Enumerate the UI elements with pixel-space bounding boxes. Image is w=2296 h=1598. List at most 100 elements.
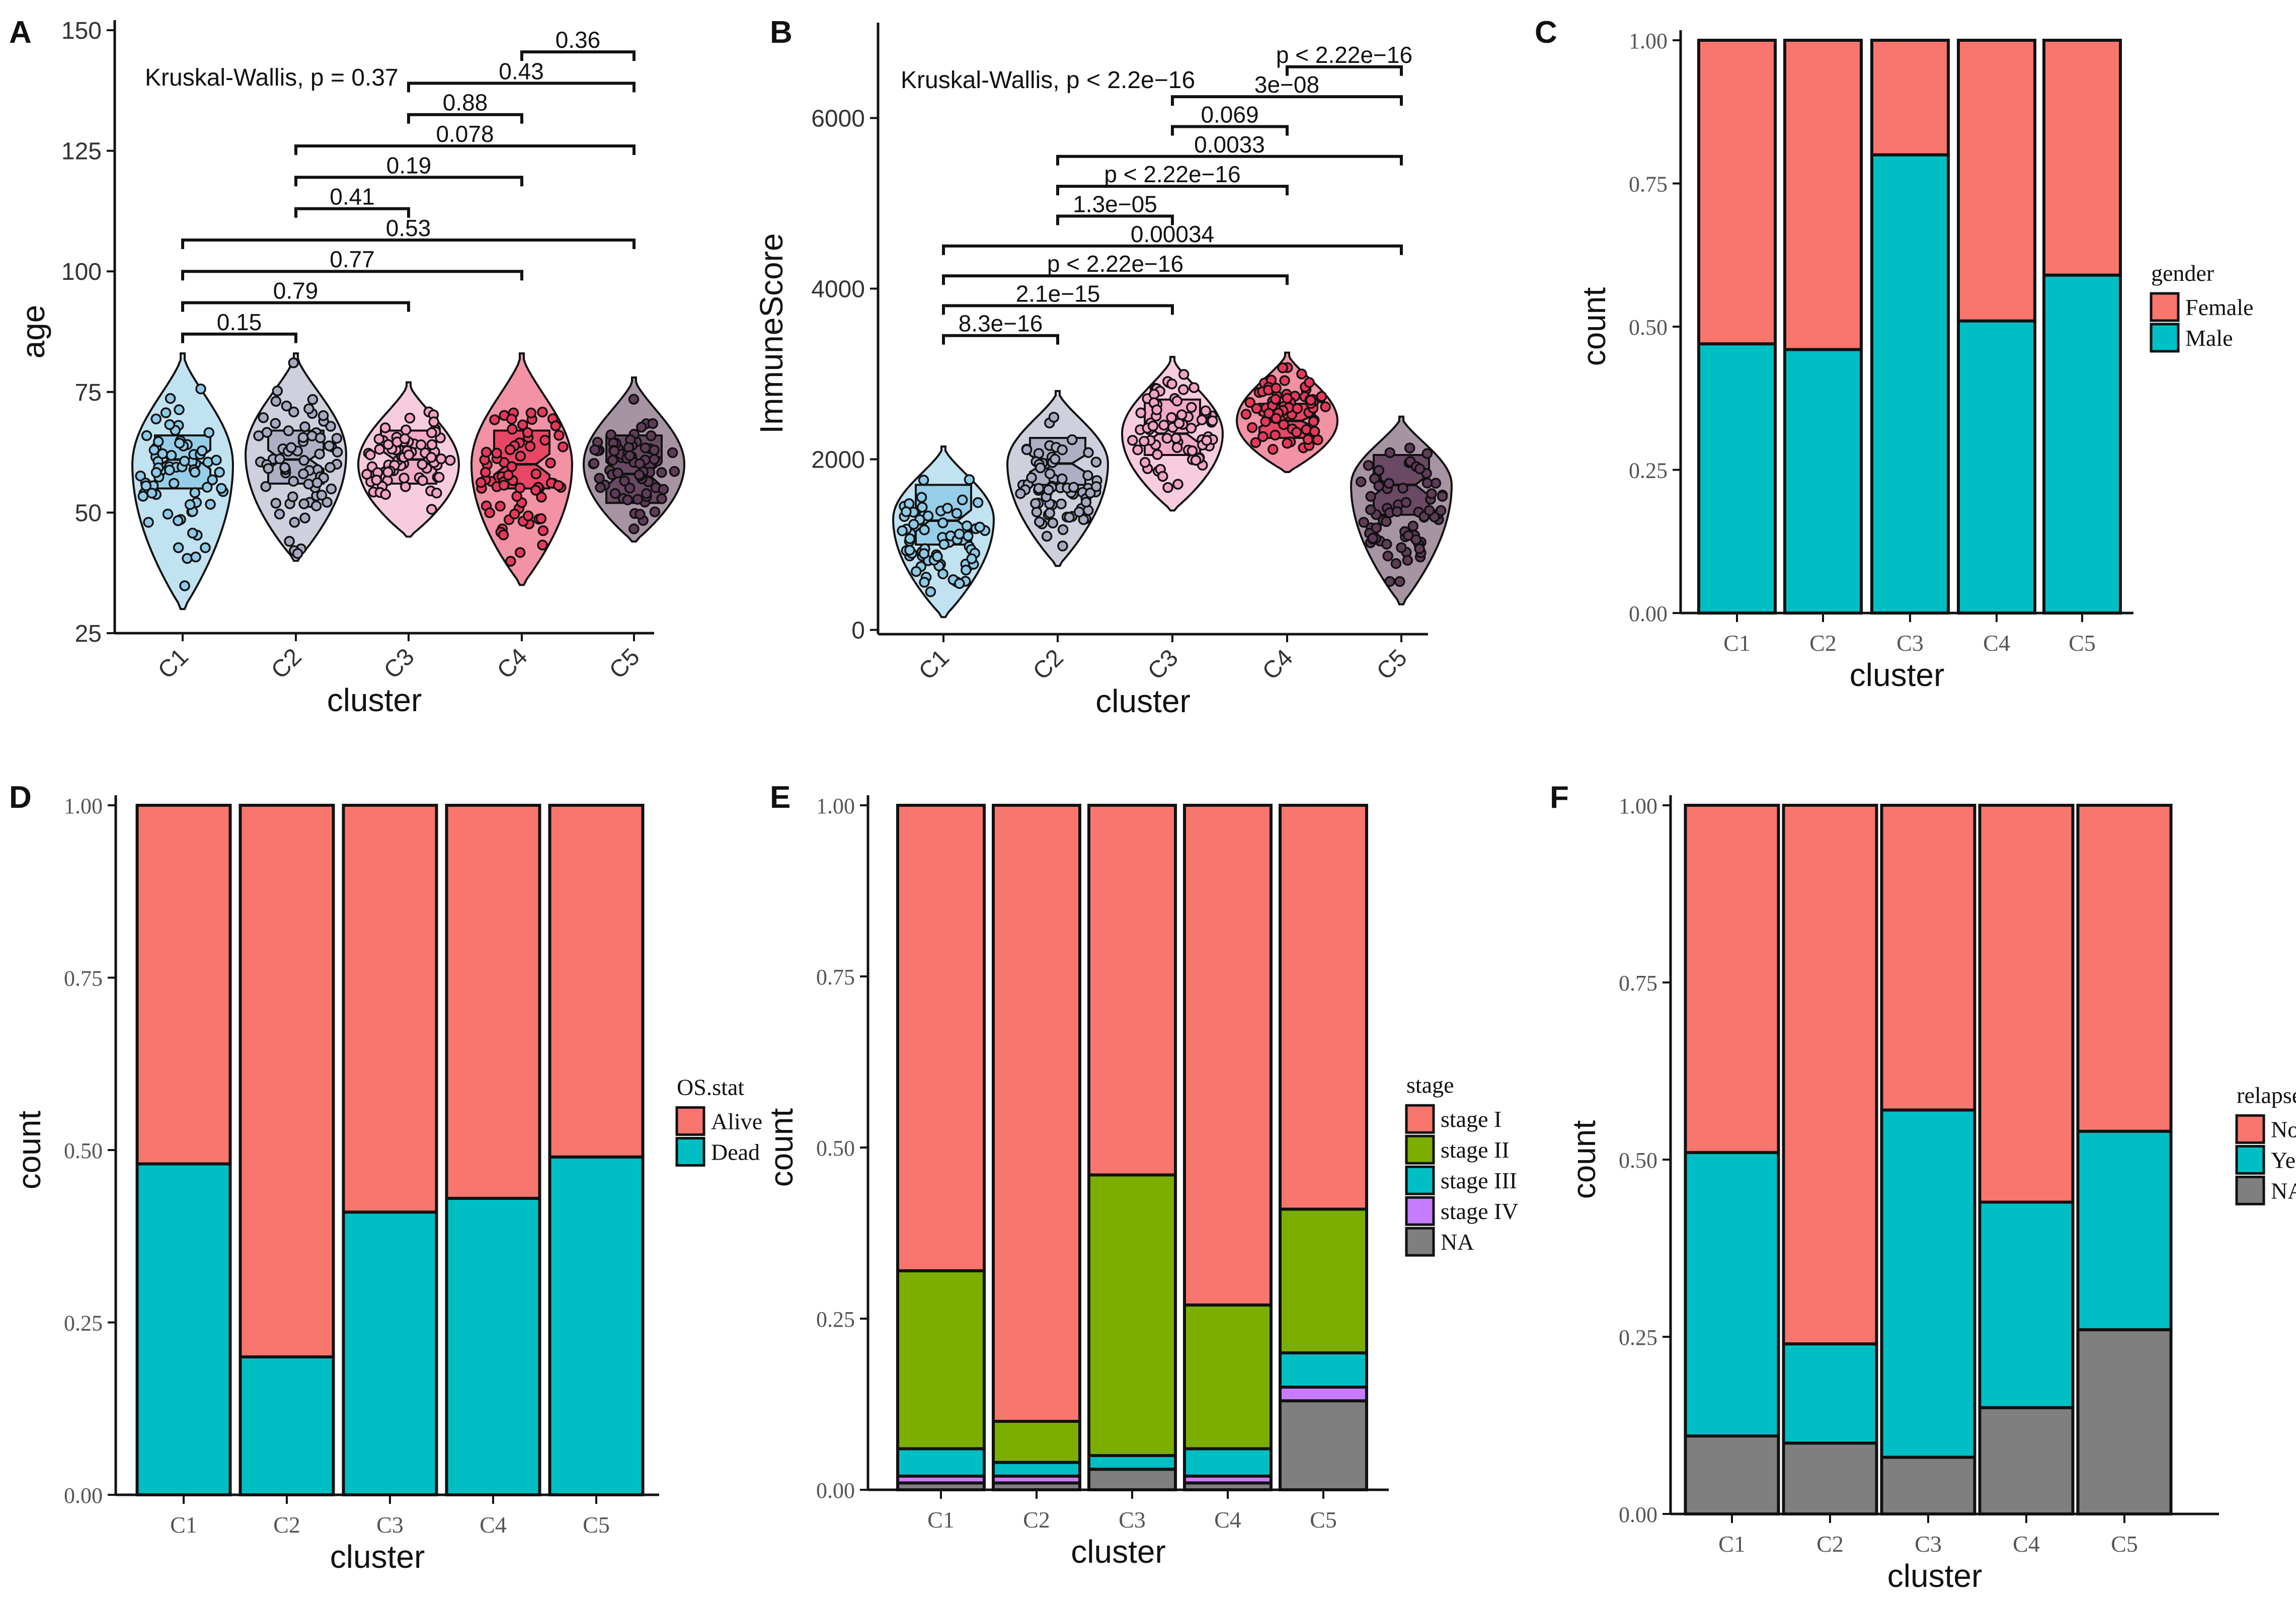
panel-c-legend-swatch-female <box>2150 292 2180 322</box>
panel-d-y-axis-title: count <box>11 1111 47 1190</box>
panel-a-point <box>143 516 154 528</box>
panel-c-bar-C1-male <box>1697 342 1777 615</box>
panel-a-point <box>609 445 620 456</box>
panel-e-legend-swatch-na <box>1405 1227 1435 1257</box>
panel-c-y-tick-label: 1.00 <box>1629 29 1668 53</box>
panel-b-point <box>919 524 930 536</box>
panel-b-point <box>1207 415 1218 426</box>
panel-b-point <box>1186 445 1198 456</box>
panel-b-comparison-label: 0.069 <box>1201 101 1258 127</box>
panel-d-x-tick-label: C1 <box>170 1512 197 1538</box>
panel-a-point <box>507 424 518 435</box>
panel-b-point <box>1277 362 1288 373</box>
panel-b-point <box>1190 454 1202 466</box>
panel-e-bar-C1-stage-ii <box>896 1269 986 1451</box>
panel-a-point <box>594 473 605 484</box>
panel-a-point <box>270 396 282 407</box>
panel-a-point <box>284 536 295 547</box>
panel-a-y-tick-label: 100 <box>61 259 102 285</box>
panel-a-point <box>184 499 196 510</box>
panel-a-point <box>628 523 640 535</box>
panel-b-point <box>961 564 972 576</box>
panel-a-comparison-bracket <box>181 301 410 312</box>
panel-b-point <box>1373 480 1384 492</box>
panel-b-point <box>1365 491 1376 502</box>
panel-a-point <box>289 517 300 528</box>
panel-a-point <box>558 441 569 452</box>
panel-d-x-tick-label: C5 <box>583 1512 610 1538</box>
panel-a-point <box>374 443 385 455</box>
panel-a-point <box>203 427 215 438</box>
panel-c-legend-title: gender <box>2151 260 2214 286</box>
panel-b-point <box>1270 394 1281 405</box>
panel-f-x-tick-label: C5 <box>2111 1531 2138 1557</box>
panel-e-bar-C2-stage-ii <box>992 1420 1081 1464</box>
panel-d-x-tick-label: C2 <box>273 1512 300 1538</box>
panel-a-point <box>495 500 506 512</box>
panel-a-point <box>325 462 336 473</box>
panel-a-point <box>426 504 437 515</box>
panel-b-point <box>1421 478 1433 489</box>
panel-a-point <box>588 458 600 469</box>
panel-a-point <box>550 420 561 431</box>
panel-a-point <box>649 453 660 465</box>
panel-e-x-tick-label: C5 <box>1310 1507 1337 1533</box>
panel-c-y-axis-title: count <box>1576 287 1612 366</box>
panel-a-point <box>635 509 646 520</box>
panel-a-point <box>331 433 343 444</box>
panel-a-comparison-label: 0.77 <box>330 246 375 272</box>
panel-a-point <box>524 441 536 452</box>
panel-b-comparison-bracket <box>1056 214 1174 225</box>
panel-a-point <box>322 497 333 508</box>
panel-e-legend-label: stage II <box>1441 1137 1510 1163</box>
panel-b-point <box>1358 516 1369 528</box>
panel-b-point <box>1363 460 1374 471</box>
panel-e-bar-C1-stage-iii <box>896 1447 986 1478</box>
panel-b-point <box>901 506 912 517</box>
panel-b-point <box>1026 472 1037 483</box>
panel-a-comparison-label: 0.79 <box>273 277 319 303</box>
panel-b-comparison-bracket <box>1056 185 1289 196</box>
panel-a-point <box>182 553 193 564</box>
panel-a-comparison-bracket <box>294 176 523 187</box>
panel-e-legend-label: stage IV <box>1441 1198 1519 1224</box>
panel-c-bar-C3-female <box>1870 39 1950 157</box>
panel-b-point <box>1250 437 1261 448</box>
panel-c-x-tick-label: C1 <box>1723 630 1751 656</box>
panel-a-point <box>417 475 428 486</box>
panel-b-point <box>1157 471 1168 482</box>
panel-a-point <box>189 467 201 478</box>
panel-a-point <box>303 403 314 414</box>
panel-a-point <box>332 446 343 458</box>
panel-c-bar-C3-male <box>1870 153 1950 615</box>
panel-a-point <box>179 580 190 591</box>
panel-a-comparison-label: 0.53 <box>386 215 431 241</box>
panel-b-comparison-bracket <box>1171 125 1289 136</box>
panel-e-bar-C5-stage-iv <box>1279 1386 1368 1403</box>
panel-a-point <box>211 454 222 466</box>
panel-a-point <box>595 482 606 493</box>
panel-a-point <box>612 467 623 479</box>
panel-a-point <box>361 469 372 480</box>
panel-a-point <box>263 463 274 474</box>
panel-b-point <box>1186 402 1197 413</box>
panel-a-point <box>491 447 502 459</box>
panel-c-y-tick-label: 0.00 <box>1629 601 1668 626</box>
panel-b-point <box>1437 491 1448 502</box>
panel-b-point <box>1034 516 1045 527</box>
panel-e-y-axis-title: count <box>763 1108 800 1187</box>
panel-d-y-tick-label: 0.25 <box>64 1311 103 1336</box>
panel-f-bar-C5-no <box>2076 804 2173 1133</box>
panel-b-point <box>1435 505 1447 516</box>
panel-b-point <box>1278 419 1289 430</box>
panel-a-point <box>371 475 382 486</box>
panel-f-bar-C2-no <box>1782 804 1878 1346</box>
panel-b-point <box>1240 409 1252 420</box>
panel-b-point <box>1080 497 1092 508</box>
panel-e-bar-C5-stage-ii <box>1279 1207 1368 1354</box>
panel-a-point <box>207 474 218 486</box>
panel-d-bar-C2-alive <box>239 804 335 1358</box>
panel-b-point <box>1043 484 1054 495</box>
panel-a-point <box>400 481 411 492</box>
